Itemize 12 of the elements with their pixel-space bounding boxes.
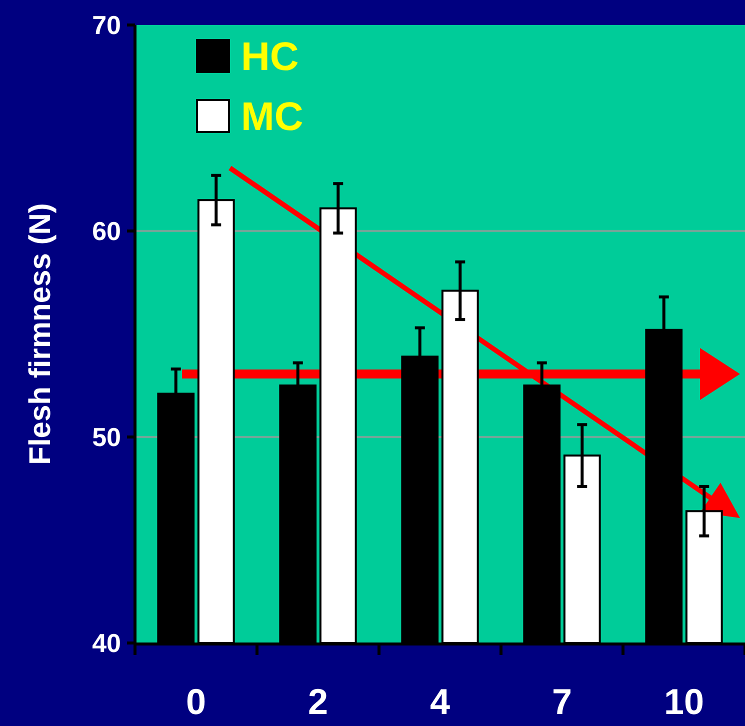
y-tick-label: 70 — [92, 10, 121, 40]
legend-label: MC — [241, 95, 304, 139]
x-tick-label: 0 — [186, 681, 206, 722]
x-tick-label: 4 — [430, 681, 450, 722]
y-tick-label: 60 — [92, 216, 121, 246]
x-tick-label: 7 — [552, 681, 572, 722]
y-tick-label: 50 — [92, 422, 121, 452]
y-tick-label: 40 — [92, 628, 121, 658]
x-tick-label: 2 — [308, 681, 328, 722]
legend-label: HC — [241, 35, 299, 79]
x-tick-label: 10 — [664, 681, 704, 722]
y-axis-title: Flesh firmness (N) — [24, 203, 57, 465]
